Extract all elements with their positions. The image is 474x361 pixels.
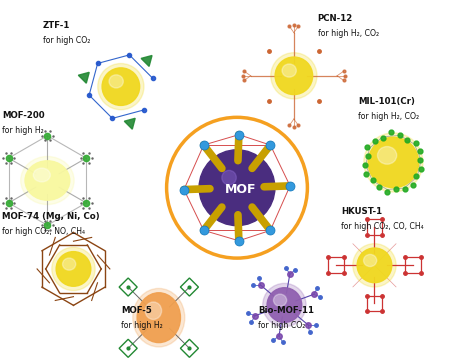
Ellipse shape (25, 161, 70, 200)
Ellipse shape (21, 156, 74, 205)
Ellipse shape (102, 68, 140, 105)
Polygon shape (124, 118, 135, 129)
Ellipse shape (56, 252, 91, 286)
Text: for high CO₂: for high CO₂ (43, 36, 90, 45)
Text: for high CO₂, NO, CH₄: for high CO₂, NO, CH₄ (2, 227, 85, 236)
Ellipse shape (199, 150, 275, 226)
Text: for high H₂, CO₂: for high H₂, CO₂ (318, 29, 379, 38)
Ellipse shape (63, 258, 76, 270)
Ellipse shape (267, 288, 302, 322)
Ellipse shape (275, 57, 313, 95)
Text: MOF: MOF (225, 183, 256, 196)
Ellipse shape (353, 244, 396, 287)
Text: MIL-101(Cr): MIL-101(Cr) (358, 97, 415, 106)
Ellipse shape (33, 168, 50, 182)
Text: for high H₂, CO₂: for high H₂, CO₂ (358, 112, 419, 121)
Ellipse shape (368, 137, 419, 188)
Ellipse shape (133, 288, 185, 347)
Ellipse shape (357, 248, 392, 283)
Ellipse shape (52, 247, 95, 291)
Polygon shape (78, 72, 89, 83)
Text: PCN-12: PCN-12 (318, 14, 353, 23)
Ellipse shape (263, 283, 306, 327)
Text: for high H₂: for high H₂ (2, 126, 44, 135)
Ellipse shape (145, 302, 162, 319)
Text: MOF-5: MOF-5 (121, 306, 152, 315)
Ellipse shape (222, 170, 236, 185)
Text: MOF-74 (Mg, Ni, Co): MOF-74 (Mg, Ni, Co) (2, 212, 100, 221)
Ellipse shape (109, 75, 123, 88)
Text: Bio-MOF-11: Bio-MOF-11 (258, 306, 314, 315)
Ellipse shape (98, 64, 144, 110)
Ellipse shape (364, 255, 377, 266)
Ellipse shape (273, 294, 287, 306)
Text: MOF-200: MOF-200 (2, 111, 45, 120)
Text: for high CO₂: for high CO₂ (258, 321, 306, 330)
Text: for high H₂: for high H₂ (121, 321, 163, 330)
Ellipse shape (364, 133, 423, 192)
Ellipse shape (271, 53, 317, 99)
Ellipse shape (137, 293, 181, 343)
Text: ZTF-1: ZTF-1 (43, 21, 70, 30)
Text: for high CO₂, CO, CH₄: for high CO₂, CO, CH₄ (341, 222, 424, 231)
Polygon shape (141, 56, 152, 66)
Ellipse shape (377, 147, 397, 164)
Ellipse shape (282, 64, 296, 77)
Text: HKUST-1: HKUST-1 (341, 207, 383, 216)
